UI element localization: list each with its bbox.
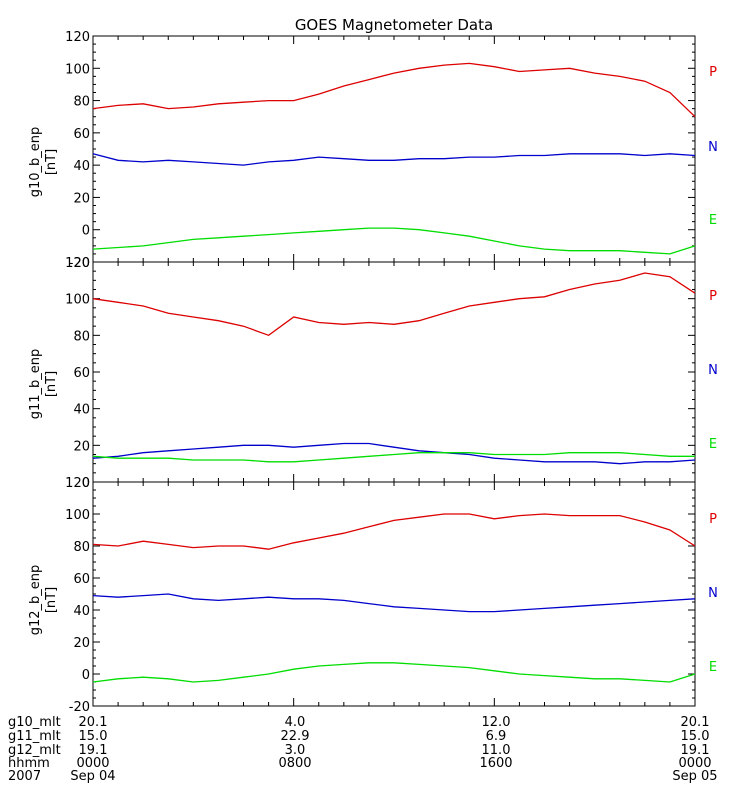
x-tick-label: 0000 xyxy=(678,756,711,771)
y-axis-unit: [nT] xyxy=(44,149,59,175)
y-axis-label: g11_b_enp xyxy=(28,349,43,420)
series-line-p xyxy=(92,272,696,337)
x-tick-label: 20.1 xyxy=(681,715,710,730)
series-line-n xyxy=(92,153,696,166)
series-label-n: N xyxy=(708,140,718,155)
y-tick-label: 0 xyxy=(82,224,90,239)
x-row-label: g12_mlt xyxy=(8,743,61,758)
y-tick-label: 100 xyxy=(65,508,90,523)
y-tick-label: 20 xyxy=(73,439,90,454)
x-tick-label: 19.1 xyxy=(79,743,108,758)
series-label-n: N xyxy=(708,363,718,378)
y-tick-label: 60 xyxy=(73,366,90,381)
series-label-e: E xyxy=(709,437,717,452)
y-axis-label: g10_b_enp xyxy=(28,127,43,198)
x-tick-label: 4.0 xyxy=(285,715,306,730)
y-tick-label: 20 xyxy=(73,191,90,206)
y-tick-label: 80 xyxy=(73,540,90,555)
x-axis-labels: g10_mlt 20.1 4.0 12.0 20.1 g11_mlt 15.0 22.9 6.9… xyxy=(8,715,718,784)
y-tick-label: 40 xyxy=(73,159,90,174)
x-tick-label: 22.9 xyxy=(281,729,310,744)
y-tick-label: 80 xyxy=(73,329,90,344)
x-row-label: hhmm xyxy=(8,756,50,771)
y-tick-label: -20 xyxy=(69,700,90,715)
chart-title: GOES Magnetometer Data xyxy=(295,16,493,34)
series-line-p xyxy=(92,513,696,550)
panel-frame xyxy=(92,261,696,483)
x-row-label: 2007 xyxy=(8,769,41,784)
y-tick-label: 60 xyxy=(73,572,90,587)
x-tick-label: Sep 04 xyxy=(70,769,115,784)
y-tick-label: 120 xyxy=(65,256,90,271)
x-tick-label: 6.9 xyxy=(486,729,507,744)
series-line-e xyxy=(92,662,696,683)
y-tick-label: -20 xyxy=(69,256,90,271)
x-tick-label: 3.0 xyxy=(285,743,306,758)
y-tick-label: 0 xyxy=(82,668,90,683)
y-tick-label: 60 xyxy=(73,127,90,142)
series-line-n xyxy=(92,593,696,613)
y-axis-label: g12_b_enp xyxy=(28,565,43,636)
x-tick-label: 11.0 xyxy=(482,743,511,758)
y-axis-unit: [nT] xyxy=(44,587,59,613)
y-axis-unit: [nT] xyxy=(44,371,59,397)
series-label-n: N xyxy=(708,586,718,601)
y-tick-label: 80 xyxy=(73,95,90,110)
x-tick-label: 12.0 xyxy=(482,715,511,730)
series-label-p: P xyxy=(709,65,717,80)
x-tick-label: 1600 xyxy=(479,756,512,771)
x-tick-label: 19.1 xyxy=(681,743,710,758)
series-line-e xyxy=(92,227,696,255)
series-line-p xyxy=(92,62,696,118)
x-tick-label: Sep 05 xyxy=(672,769,717,784)
x-row-label: g11_mlt xyxy=(8,729,61,744)
y-tick-label: 20 xyxy=(73,636,90,651)
y-tick-label: 120 xyxy=(65,476,90,491)
x-tick-label: 15.0 xyxy=(681,729,710,744)
series-label-e: E xyxy=(709,213,717,228)
x-tick-label: 20.1 xyxy=(79,715,108,730)
y-tick-label: 40 xyxy=(73,403,90,418)
y-tick-label: 100 xyxy=(65,293,90,308)
x-tick-label: 15.0 xyxy=(79,729,108,744)
y-tick-label: 0 xyxy=(82,476,90,491)
series-label-e: E xyxy=(709,660,717,675)
y-tick-label: 100 xyxy=(65,62,90,77)
series-label-p: P xyxy=(709,289,717,304)
y-tick-label: 120 xyxy=(65,30,90,45)
series-line-e xyxy=(92,452,695,463)
y-tick-label: 40 xyxy=(73,604,90,619)
series-line-n xyxy=(92,442,696,465)
x-tick-label: 0800 xyxy=(278,756,311,771)
series-label-p: P xyxy=(709,512,717,527)
x-tick-label: 0000 xyxy=(76,756,109,771)
x-row-label: g10_mlt xyxy=(8,715,61,730)
